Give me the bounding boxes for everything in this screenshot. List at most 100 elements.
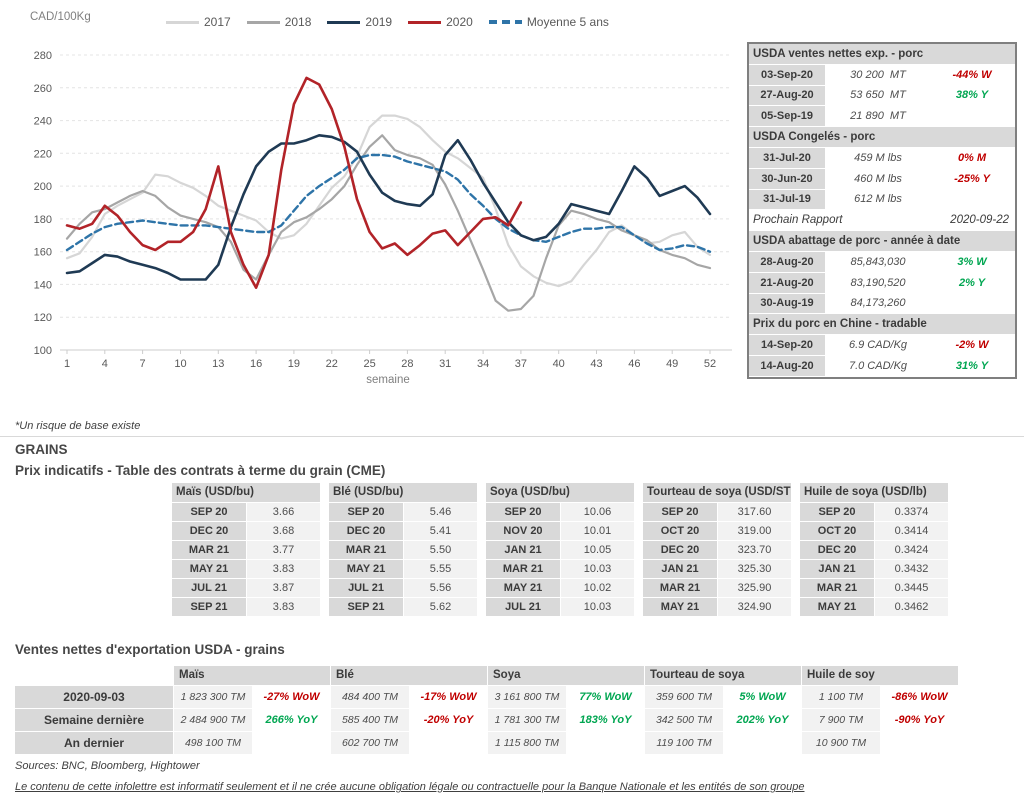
- export-change: -20% YoY: [410, 709, 487, 731]
- contract-price: 10.01: [561, 522, 634, 540]
- x-tick-label: 43: [590, 358, 602, 370]
- futures-row: MAR 21 10.03: [486, 560, 634, 578]
- export-change: 77% WoW: [567, 686, 644, 708]
- contract-month: DEC 20: [643, 541, 717, 559]
- report-change: -44% W: [952, 68, 992, 81]
- legend-item: Moyenne 5 ans: [488, 15, 609, 29]
- series-2018-line: [65, 134, 712, 312]
- legend-label: 2018: [284, 15, 312, 29]
- contract-month: MAR 21: [172, 541, 246, 559]
- chart-legend: 2017 2018 2019 2020: [166, 15, 609, 29]
- export-change: 183% YoY: [567, 709, 644, 731]
- contract-price: 324.90: [718, 598, 791, 616]
- x-tick-label: 10: [174, 358, 186, 370]
- report-date: 30-Jun-20: [749, 168, 827, 189]
- legend-line-swatch: [488, 20, 522, 24]
- contract-month: SEP 20: [800, 503, 874, 521]
- x-tick-label: 25: [363, 358, 375, 370]
- pork-data-row: 31-Jul-19 612 M lbs: [749, 189, 1015, 211]
- futures-row: MAR 21 5.50: [329, 541, 477, 559]
- pork-section-title: USDA abattage de porc - année à date: [753, 235, 961, 248]
- report-change: -25% Y: [954, 172, 990, 185]
- pork-section-header: USDA abattage de porc - année à date: [749, 231, 1015, 252]
- x-tick-label: 37: [515, 358, 527, 370]
- pork-data-row: 05-Sep-19 21 890 MT: [749, 106, 1015, 128]
- hog-price-chart-block: CAD/100Kg 2017 2018 2019: [0, 0, 745, 400]
- export-change: 266% YoY: [253, 709, 330, 731]
- report-value: 30 200 MT: [850, 68, 906, 81]
- next-report-date: 2020-09-22: [950, 214, 1009, 227]
- futures-row: JAN 21 0.3432: [800, 560, 948, 578]
- contract-month: JAN 21: [800, 560, 874, 578]
- contract-month: JUL 21: [486, 598, 560, 616]
- series-Moyenne-5-ans-line: [65, 153, 712, 253]
- x-tick-label: 52: [704, 358, 716, 370]
- contract-month: MAR 21: [643, 579, 717, 597]
- futures-row: MAR 21 0.3445: [800, 579, 948, 597]
- futures-row: DEC 20 5.41: [329, 522, 477, 540]
- futures-row: MAY 21 324.90: [643, 598, 791, 616]
- contract-price: 10.03: [561, 598, 634, 616]
- futures-row: SEP 20 10.06: [486, 503, 634, 521]
- futures-row: OCT 20 319.00: [643, 522, 791, 540]
- contract-month: JUL 21: [329, 579, 403, 597]
- contract-price: 0.3432: [875, 560, 948, 578]
- futures-row: JAN 21 325.30: [643, 560, 791, 578]
- futures-row: DEC 20 323.70: [643, 541, 791, 559]
- export-row-label: An dernier: [15, 732, 173, 754]
- futures-row: NOV 20 10.01: [486, 522, 634, 540]
- y-tick-label: 160: [34, 247, 52, 259]
- export-value: 2 484 900 TM: [174, 709, 252, 731]
- report-value: 53 650 MT: [850, 89, 906, 102]
- export-column-header: Maïs: [174, 666, 330, 685]
- export-change: -27% WoW: [253, 686, 330, 708]
- futures-row: DEC 20 0.3424: [800, 541, 948, 559]
- legend-item: 2017: [166, 15, 231, 29]
- report-value: 21 890 MT: [850, 110, 906, 123]
- futures-row: OCT 20 0.3414: [800, 522, 948, 540]
- series-2020-line: [65, 76, 523, 290]
- contract-price: 5.41: [404, 522, 477, 540]
- contract-month: MAY 21: [486, 579, 560, 597]
- x-tick-label: 4: [102, 358, 108, 370]
- contract-month: MAY 21: [329, 560, 403, 578]
- futures-row: MAY 21 5.55: [329, 560, 477, 578]
- futures-group-header: Blé (USD/bu): [329, 483, 477, 502]
- export-column-header: Blé: [331, 666, 487, 685]
- legend-line-swatch: [166, 20, 199, 24]
- export-row-label: Semaine dernière: [15, 709, 173, 731]
- contract-month: SEP 20: [643, 503, 717, 521]
- futures-row: JAN 21 10.05: [486, 541, 634, 559]
- export-value: 119 100 TM: [645, 732, 723, 754]
- export-value: 585 400 TM: [331, 709, 409, 731]
- report-change: 0% M: [957, 151, 987, 164]
- legend-label: 2020: [446, 15, 473, 29]
- contract-price: 323.70: [718, 541, 791, 559]
- contract-month: SEP 21: [329, 598, 403, 616]
- export-value: 602 700 TM: [331, 732, 409, 754]
- x-tick-label: 31: [439, 358, 451, 370]
- export-column-header: Soya: [488, 666, 644, 685]
- y-tick-label: 220: [34, 148, 52, 160]
- contract-price: 5.46: [404, 503, 477, 521]
- contract-price: 0.3445: [875, 579, 948, 597]
- legend-item: 2018: [246, 15, 312, 29]
- report-value: 6.9 CAD/Kg: [848, 339, 908, 352]
- contract-month: MAY 21: [800, 598, 874, 616]
- y-tick-label: 260: [34, 83, 52, 95]
- contract-month: MAR 21: [329, 541, 403, 559]
- legend-line-swatch: [327, 20, 361, 24]
- futures-row: MAY 21 0.3462: [800, 598, 948, 616]
- futures-group-header: Tourteau de soya (USD/ST: [643, 483, 791, 502]
- futures-row: SEP 20 317.60: [643, 503, 791, 521]
- pork-data-row: 31-Jul-20 459 M lbs 0% M: [749, 147, 1015, 169]
- report-value: 85,843,030: [850, 255, 906, 268]
- futures-group-header: Soya (USD/bu): [486, 483, 634, 502]
- export-change: -90% YoY: [881, 709, 958, 731]
- report-change: 3% W: [957, 255, 987, 268]
- next-report-row: Prochain Rapport 2020-09-22: [749, 210, 1015, 232]
- contract-price: 317.60: [718, 503, 791, 521]
- export-column-header: Tourteau de soya: [645, 666, 801, 685]
- export-change: [881, 732, 958, 754]
